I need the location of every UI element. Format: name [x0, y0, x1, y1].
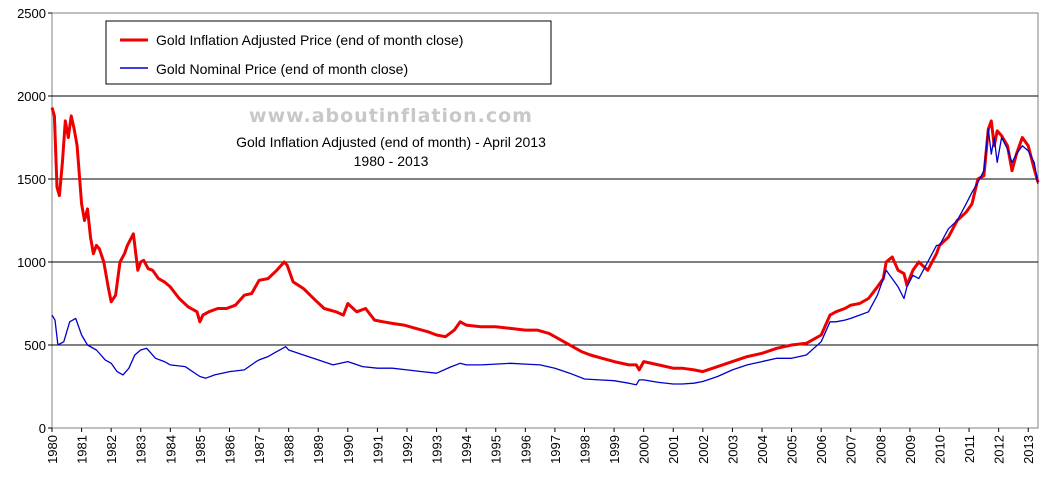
- x-tick-label: 2011: [962, 435, 977, 463]
- x-tick-label: 2004: [755, 435, 770, 464]
- series-line-inflation-adjusted: [50, 107, 1040, 374]
- chart-title: Gold Inflation Adjusted (end of month) -…: [236, 134, 546, 150]
- y-tick-label: 0: [39, 421, 46, 436]
- x-tick-label: 1997: [548, 435, 563, 464]
- y-tick-label: 1500: [17, 172, 46, 187]
- x-tick-label: 1993: [430, 435, 445, 464]
- gridlines: [52, 95, 1038, 346]
- x-tick-label: 1982: [104, 435, 119, 464]
- y-axis-ticks: 0 500 1000 1500 2000 2500: [17, 6, 52, 436]
- x-tick-label: 1984: [163, 435, 178, 464]
- x-tick-label: 2006: [814, 435, 829, 464]
- y-tick-label: 2500: [17, 6, 46, 21]
- legend: Gold Inflation Adjusted Price (end of mo…: [105, 20, 552, 85]
- x-tick-label: 1999: [607, 435, 622, 464]
- x-tick-label: 2001: [666, 435, 681, 464]
- x-tick-label: 1987: [252, 435, 267, 464]
- legend-box: [105, 20, 552, 85]
- y-tick-label: 2000: [17, 89, 46, 104]
- series-line-nominal: [51, 128, 1039, 386]
- x-tick-label: 1981: [75, 435, 90, 464]
- x-axis-ticks: 1980 1981 1982 1983 1984 1985 1986 1987 1988 1989…: [45, 428, 1036, 464]
- x-tick-label: 1985: [193, 435, 208, 464]
- x-tick-label: 2000: [637, 435, 652, 464]
- x-tick-label: 1995: [489, 435, 504, 464]
- x-tick-label: 2002: [696, 435, 711, 464]
- y-tick-label: 1000: [17, 255, 46, 270]
- x-tick-label: 2009: [903, 435, 918, 464]
- series-lines: [50, 107, 1040, 386]
- y-tick-label: 500: [24, 338, 46, 353]
- x-tick-label: 1992: [400, 435, 415, 464]
- x-tick-label: 1980: [45, 435, 60, 464]
- legend-label-nominal: Gold Nominal Price (end of month close): [156, 61, 408, 77]
- x-tick-label: 1986: [222, 435, 237, 464]
- x-tick-label: 2003: [725, 435, 740, 464]
- x-tick-label: 2010: [932, 435, 947, 464]
- legend-label-inflation-adjusted: Gold Inflation Adjusted Price (end of mo…: [156, 32, 463, 48]
- x-tick-label: 1983: [134, 435, 149, 464]
- x-tick-label: 2005: [785, 435, 800, 464]
- x-tick-label: 1988: [282, 435, 297, 464]
- x-tick-label: 1991: [370, 435, 385, 464]
- x-tick-label: 2008: [873, 435, 888, 464]
- watermark: www.aboutinflation.com: [249, 105, 533, 127]
- x-tick-label: 1989: [311, 435, 326, 464]
- chart-subtitle: 1980 - 2013: [354, 153, 429, 169]
- x-tick-label: 1996: [518, 435, 533, 464]
- x-tick-label: 2012: [992, 435, 1007, 464]
- x-tick-label: 2007: [844, 435, 859, 464]
- x-tick-label: 2013: [1021, 435, 1036, 464]
- x-tick-label: 1998: [577, 435, 592, 464]
- x-tick-label: 1990: [341, 435, 356, 464]
- x-tick-label: 1994: [459, 435, 474, 464]
